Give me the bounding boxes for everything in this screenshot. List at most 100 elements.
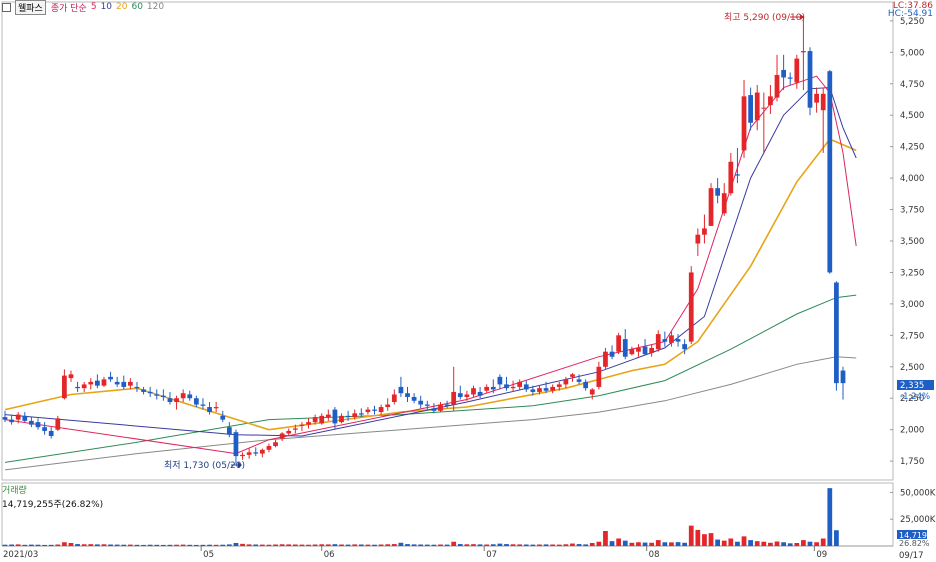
candle[interactable] [259,448,265,458]
volume-bar[interactable] [504,544,509,546]
volume-bar[interactable] [669,542,674,546]
volume-bar[interactable] [411,544,417,546]
candle[interactable] [68,370,74,382]
volume-bar[interactable] [748,540,753,546]
volume-bar[interactable] [246,544,252,546]
candle[interactable] [834,281,839,391]
candle[interactable] [457,385,463,400]
candle[interactable] [649,344,655,357]
volume-bar[interactable] [563,544,569,546]
candle[interactable] [715,178,721,204]
volume-bar[interactable] [405,544,410,546]
volume-bar[interactable] [675,542,681,546]
volume-bar[interactable] [774,541,780,547]
volume-bar[interactable] [523,544,529,547]
volume-bar[interactable] [141,544,146,546]
volume-bar[interactable] [497,543,503,546]
candle[interactable] [827,69,833,274]
volume-bar[interactable] [424,544,430,546]
candle[interactable] [550,384,556,394]
candle[interactable] [279,432,285,442]
candle[interactable] [504,376,509,391]
volume-bar[interactable] [834,530,839,546]
candle[interactable] [418,395,424,409]
candle[interactable] [325,409,331,421]
candle[interactable] [537,385,542,395]
candle[interactable] [167,391,173,405]
volume-bar[interactable] [134,544,140,546]
stock-name[interactable]: 웰파스 [15,0,46,15]
candle[interactable] [378,404,384,415]
volume-bar[interactable] [42,544,47,546]
volume-bar[interactable] [537,544,542,547]
volume-bar[interactable] [114,544,120,546]
volume-bar[interactable] [517,544,523,546]
candle[interactable] [655,330,661,352]
candle[interactable] [583,379,589,391]
candle[interactable] [774,54,780,102]
volume-bar[interactable] [273,544,278,547]
candle[interactable] [735,147,740,184]
volume-bar[interactable] [147,544,153,546]
volume-bar[interactable] [457,544,463,546]
candle[interactable] [471,385,476,397]
volume-bar[interactable] [570,543,575,546]
candle[interactable] [682,339,688,355]
candle[interactable] [695,228,701,257]
candle[interactable] [273,439,278,448]
candle[interactable] [372,405,377,415]
candle[interactable] [748,87,753,131]
volume-bar[interactable] [754,541,760,546]
candle[interactable] [101,376,107,387]
candle[interactable] [339,413,344,424]
volume-bar[interactable] [339,544,344,547]
candle[interactable] [596,361,602,390]
volume-bar[interactable] [48,544,54,546]
volume-bar[interactable] [108,544,113,547]
candle[interactable] [794,54,800,89]
volume-bar[interactable] [583,544,589,546]
volume-bar[interactable] [312,544,318,547]
volume-bar[interactable] [167,544,173,546]
volume-bar[interactable] [794,543,800,546]
volume-bar[interactable] [418,544,424,547]
candle[interactable] [312,414,318,425]
volume-bar[interactable] [728,538,734,547]
candle[interactable] [517,379,523,390]
volume-bar[interactable] [820,538,826,547]
candlestick-series[interactable] [2,15,846,464]
volume-bar-series[interactable] [2,488,839,547]
candle[interactable] [88,378,94,390]
candle[interactable] [603,347,608,370]
candle[interactable] [556,381,562,391]
volume-bar[interactable] [735,541,740,546]
candle[interactable] [510,380,516,392]
volume-bar[interactable] [596,541,602,546]
candle[interactable] [160,389,166,401]
volume-bar[interactable] [9,544,14,547]
volume-bar[interactable] [160,544,166,546]
volume-bar[interactable] [576,544,582,546]
volume-bar[interactable] [259,544,265,546]
candle[interactable] [154,389,160,400]
volume-bar[interactable] [609,541,615,546]
volume-bar[interactable] [299,544,305,546]
candle[interactable] [174,395,179,410]
candle[interactable] [352,409,358,420]
candle[interactable] [807,47,813,116]
collapse-icon[interactable] [2,2,11,12]
candle[interactable] [438,402,443,413]
volume-bar[interactable] [332,544,338,546]
volume-bar[interactable] [391,544,397,546]
volume-bar[interactable] [385,544,391,546]
volume-bar[interactable] [510,544,516,546]
candle[interactable] [708,183,714,226]
volume-bar[interactable] [306,544,311,546]
candle[interactable] [345,410,351,421]
volume-bar[interactable] [193,544,199,546]
volume-bar[interactable] [688,525,694,546]
candle[interactable] [108,371,113,382]
candle[interactable] [114,376,120,387]
candle[interactable] [81,381,87,392]
candle[interactable] [127,378,133,390]
